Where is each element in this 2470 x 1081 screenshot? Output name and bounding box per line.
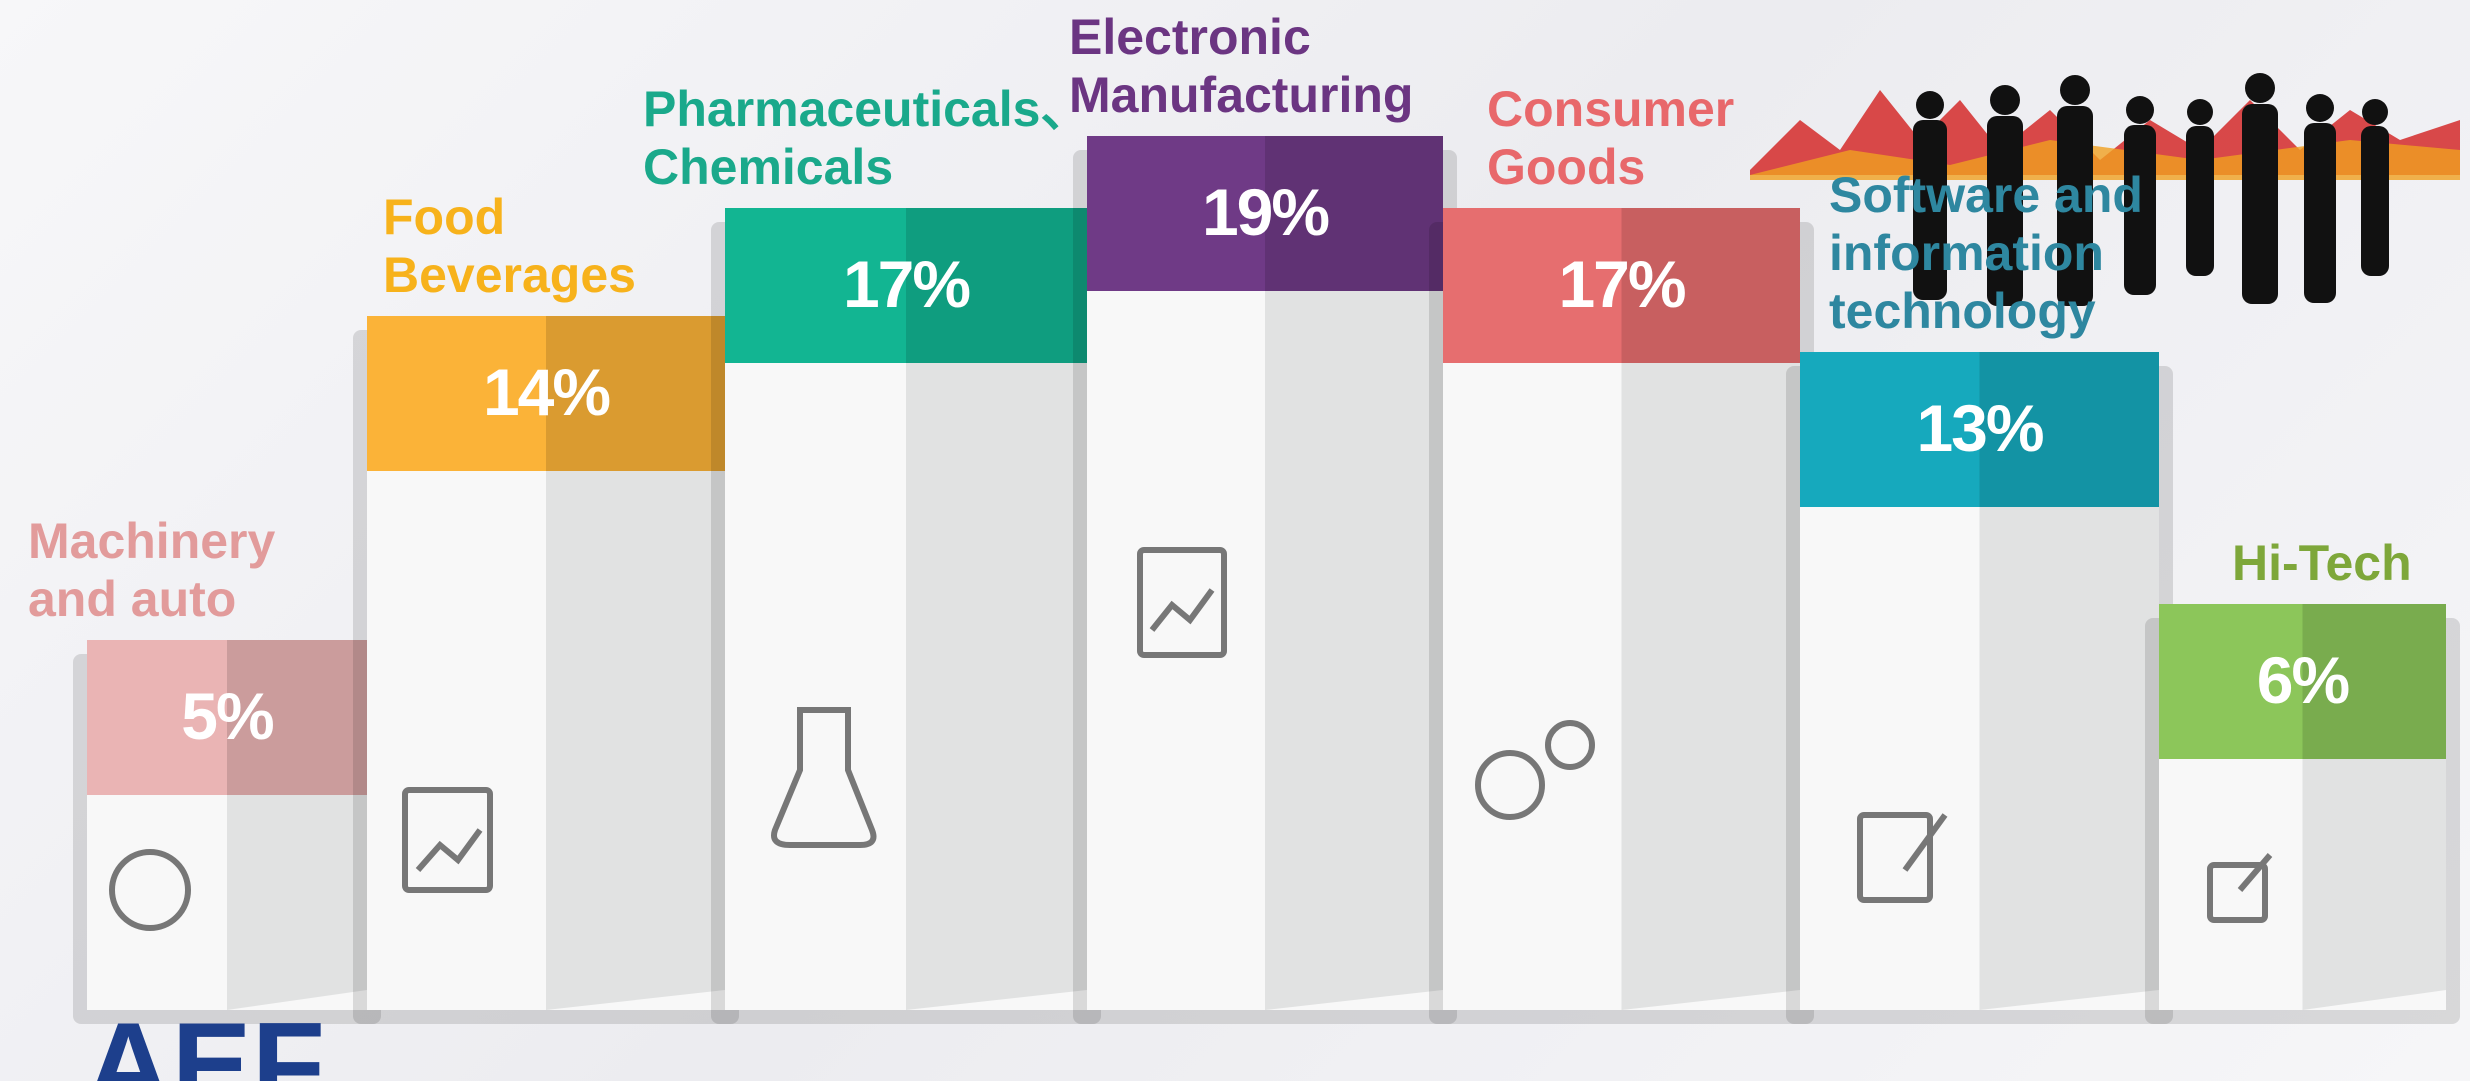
infographic: AEF 5% Machinery and auto 14% Food Beverage… [0,0,2470,1081]
category-label: Pharmaceuticals、Chemicals [643,80,1103,196]
value-label: 6% [2159,642,2446,718]
logo: AEF [85,1005,325,1081]
category-label: Hi-Tech [2232,534,2462,592]
pillar-side [1265,291,1443,1010]
value-label: 17% [1443,246,1800,322]
pillar-side [2303,759,2447,1010]
value-label: 13% [1800,390,2159,466]
pillar-side [1980,507,2160,1010]
pillar-side [227,795,367,1010]
pillar-side [546,471,725,1010]
value-label: 17% [725,246,1087,322]
category-label: Food Beverages [383,188,703,304]
pillar-side [906,363,1087,1010]
chart [0,0,2470,1081]
value-label: 5% [87,678,367,754]
category-label: Electronic Manufacturing [1069,8,1489,124]
category-label: Machinery and auto [28,512,328,628]
pillar-side [1622,363,1801,1010]
value-label: 19% [1087,174,1443,250]
value-label: 14% [367,354,725,430]
category-label: Software and information technology [1829,166,2189,340]
category-label: Consumer Goods [1487,80,1777,196]
